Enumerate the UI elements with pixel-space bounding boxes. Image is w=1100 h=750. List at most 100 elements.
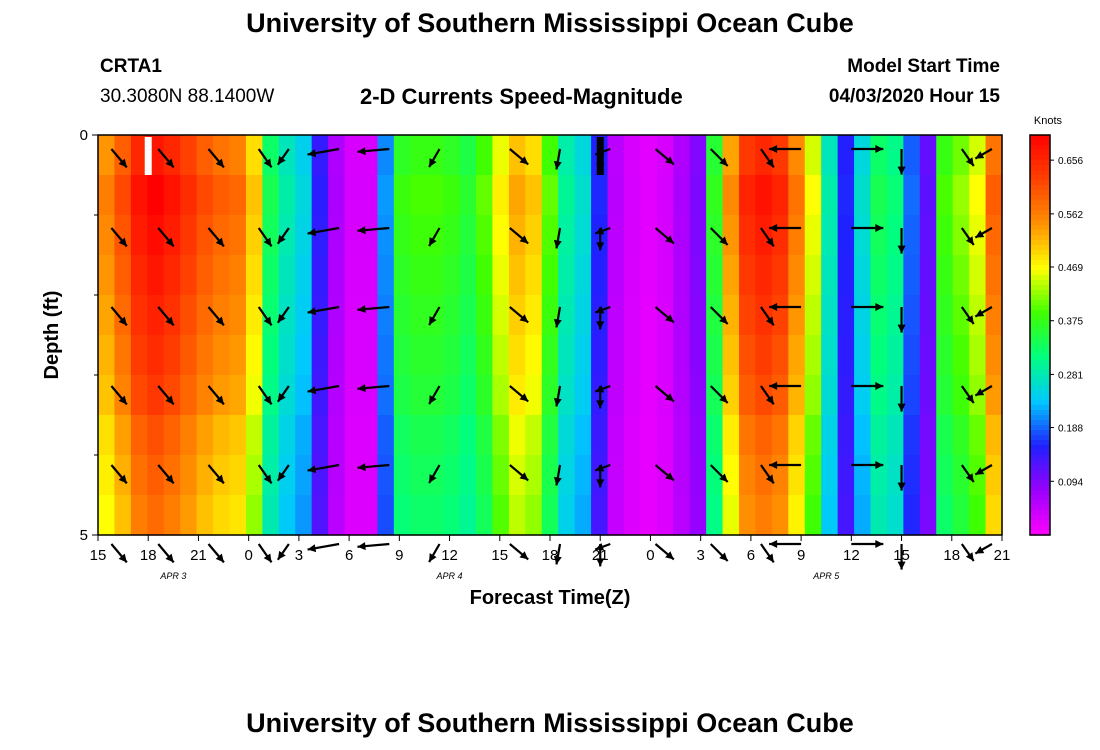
heatmap-cell (344, 335, 362, 376)
heatmap-cell (525, 255, 543, 296)
heatmap-cell (607, 175, 625, 216)
current-arrow (654, 148, 675, 166)
heatmap-cell (98, 295, 116, 336)
colorbar-segment (1030, 250, 1050, 256)
heatmap-cell (147, 455, 165, 496)
heatmap-cell (196, 335, 214, 376)
heatmap-cell (837, 415, 855, 456)
heatmap-cell (278, 135, 296, 176)
heatmap-cell (854, 375, 872, 416)
heatmap-cell (689, 335, 707, 376)
x-tick-label: 9 (797, 547, 805, 564)
current-arrow (760, 543, 775, 563)
heatmap-cells (98, 135, 1003, 536)
heatmap-cell (328, 215, 346, 256)
heatmap-cell (607, 255, 625, 296)
heatmap-cell (903, 415, 921, 456)
colorbar-segment (1030, 215, 1050, 221)
x-tick-label: 21 (592, 547, 609, 564)
colorbar-segment (1030, 165, 1050, 171)
heatmap-cell (837, 175, 855, 216)
colorbar-segment (1030, 315, 1050, 321)
heatmap-cell (854, 135, 872, 176)
x-tick-label: 12 (441, 547, 458, 564)
current-arrow (553, 148, 562, 170)
current-arrow (709, 227, 729, 246)
heatmap-cell (278, 175, 296, 216)
heatmap-cell (886, 495, 904, 536)
colorbar-segment (1030, 480, 1050, 486)
heatmap-cell (870, 215, 888, 256)
heatmap-cell (755, 415, 773, 456)
heatmap-cell (229, 415, 247, 456)
current-arrow (207, 464, 225, 485)
heatmap-cell (180, 255, 198, 296)
heatmap-cell (969, 255, 987, 296)
heatmap-cell (130, 295, 148, 336)
heatmap-cell (377, 175, 395, 216)
heatmap-cell (328, 175, 346, 216)
heatmap-cell (919, 135, 937, 176)
current-arrow (654, 227, 675, 245)
heatmap-cell (574, 415, 592, 456)
heatmap-cell (476, 415, 494, 456)
heatmap-cell (706, 215, 724, 256)
heatmap-cell (443, 375, 461, 416)
colorbar-segment (1030, 500, 1050, 506)
heatmap-cell (689, 295, 707, 336)
heatmap-cell (985, 455, 1003, 496)
heatmap-cell (771, 135, 789, 176)
heatmap-cell (426, 495, 444, 536)
heatmap-cell (278, 335, 296, 376)
colorbar-segment (1030, 225, 1050, 231)
heatmap-cell (804, 495, 822, 536)
heatmap-cell (739, 135, 757, 176)
current-arrow (709, 385, 729, 404)
heatmap-cell (377, 495, 395, 536)
heatmap-cell (591, 495, 609, 536)
footer-title: University of Southern Mississippi Ocean… (246, 708, 854, 738)
heatmap-cell (706, 375, 724, 416)
heatmap-cell (574, 255, 592, 296)
current-arrow (307, 305, 340, 316)
current-arrow (357, 147, 390, 156)
date-label: APR 3 (159, 571, 186, 581)
colorbar-segment (1030, 305, 1050, 311)
date-label: APR 5 (812, 571, 840, 581)
heatmap-cell (591, 175, 609, 216)
heatmap-cell (196, 375, 214, 416)
heatmap-cell (393, 455, 411, 496)
colorbar-tick-label: 0.188 (1058, 424, 1083, 435)
heatmap-cell (278, 375, 296, 416)
heatmap-cell (952, 455, 970, 496)
heatmap-cell (541, 215, 559, 256)
heatmap-cell (410, 175, 428, 216)
current-arrow (553, 464, 562, 486)
heatmap-cell (870, 135, 888, 176)
heatmap-cell (558, 455, 576, 496)
heatmap-cell (969, 415, 987, 456)
heatmap-cell (821, 175, 839, 216)
colorbar-segment (1030, 180, 1050, 186)
heatmap-cell (295, 335, 313, 376)
heatmap-cell (180, 215, 198, 256)
heatmap-cell (393, 175, 411, 216)
heatmap-cell (837, 135, 855, 176)
heatmap-cell (640, 175, 658, 216)
heatmap-cell (919, 215, 937, 256)
heatmap-cell (689, 135, 707, 176)
current-arrow (654, 306, 675, 324)
heatmap-cell (360, 415, 379, 456)
current-arrow (769, 224, 802, 232)
heatmap-cell (295, 295, 313, 336)
heatmap-cell (788, 255, 806, 296)
current-arrow (654, 385, 675, 403)
colorbar-segment (1030, 490, 1050, 496)
heatmap-cell (755, 335, 773, 376)
heatmap-cell (245, 255, 263, 296)
heatmap-cell (114, 255, 132, 296)
heatmap-cell (607, 455, 625, 496)
heatmap-cell (870, 175, 888, 216)
heatmap-cell (492, 335, 510, 376)
current-arrow (553, 385, 562, 407)
